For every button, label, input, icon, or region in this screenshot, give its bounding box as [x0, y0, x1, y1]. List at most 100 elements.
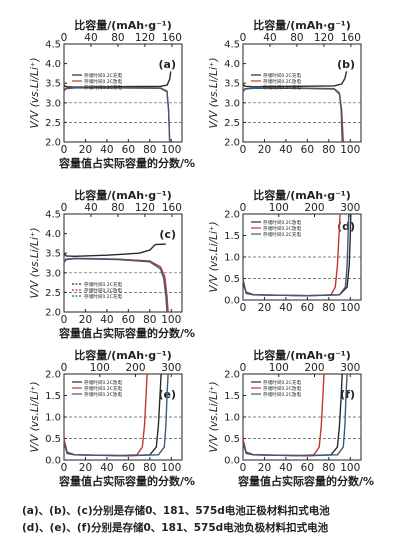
- y-tick-label: 2.5: [45, 118, 61, 129]
- series-line-2: [242, 87, 344, 143]
- y-tick-label: 4.0: [224, 59, 240, 70]
- y-tick-label: 3.5: [45, 79, 61, 90]
- top-tick-label: 0: [61, 32, 68, 44]
- x-tick-label: 80: [143, 144, 156, 156]
- top-axis-title: 比容量/(mAh·g⁻¹): [74, 188, 172, 202]
- top-tick-label: 160: [162, 202, 182, 214]
- x-tick-label: 0: [240, 462, 247, 474]
- x-tick-label: 40: [100, 462, 113, 474]
- panel-label: (c): [159, 228, 176, 241]
- series-line-3: [63, 258, 168, 313]
- top-tick-label: 300: [340, 202, 360, 214]
- series-line-3: [242, 213, 350, 297]
- x-tick-label: 0: [61, 314, 68, 326]
- x-axis-title: 容量值占实际容量的分数/%: [58, 474, 195, 488]
- y-tick-label: 1.5: [45, 391, 61, 402]
- y-axis-title: V/V (vs.Li/Li⁺): [208, 57, 220, 128]
- x-tick-label: 0: [240, 302, 247, 314]
- y-tick-label: 2.5: [224, 118, 240, 129]
- top-tick-label: 300: [161, 362, 181, 374]
- y-tick-label: 1.0: [224, 253, 240, 264]
- x-tick-label: 100: [340, 302, 360, 314]
- top-tick-label: 0: [240, 362, 247, 374]
- y-axis-title: V/V (vs.Li/Li⁺): [208, 221, 220, 292]
- top-axis-title: 比容量/(mAh·g⁻¹): [253, 188, 351, 202]
- top-tick-label: 120: [135, 202, 155, 214]
- x-tick-label: 60: [301, 302, 314, 314]
- top-tick-label: 100: [269, 362, 289, 374]
- top-tick-label: 0: [240, 32, 247, 44]
- x-tick-label: 100: [161, 462, 181, 474]
- top-tick-label: 120: [314, 32, 334, 44]
- x-tick-label: 60: [122, 144, 135, 156]
- panel-label: (f): [340, 388, 355, 401]
- y-tick-label: 4.5: [224, 40, 240, 51]
- legend-label: 存储时间0.2C放电: [84, 287, 122, 294]
- x-tick-label: 80: [322, 462, 335, 474]
- series-line-1: [63, 243, 166, 257]
- y-tick-label: 2.0: [45, 138, 61, 149]
- y-tick-label: 2.0: [45, 370, 61, 381]
- y-tick-label: 1.0: [224, 413, 240, 424]
- series-line-3: [63, 87, 171, 143]
- x-axis-title: 容量值占实际容量的分数/%: [237, 474, 374, 488]
- caption-line-1: (a)、(b)、(c)分别是存储0、181、575d电池正极材料扣式电池: [22, 505, 330, 517]
- y-tick-label: 0.5: [45, 434, 61, 445]
- top-tick-label: 0: [61, 362, 68, 374]
- y-tick-label: 3.5: [45, 249, 61, 260]
- top-tick-label: 200: [304, 202, 324, 214]
- series-line-3: [242, 87, 343, 143]
- y-tick-label: 0.0: [224, 296, 240, 307]
- y-axis-title: V/V (vs.Li/Li⁺): [29, 381, 41, 452]
- top-tick-label: 100: [269, 202, 289, 214]
- y-tick-label: 4.5: [45, 40, 61, 51]
- top-tick-label: 40: [84, 202, 97, 214]
- top-tick-label: 160: [162, 32, 182, 44]
- series-line-1: [242, 71, 348, 88]
- y-tick-label: 3.0: [45, 98, 61, 109]
- x-tick-label: 40: [100, 144, 113, 156]
- legend-label: 存储时间0.2C放电: [84, 78, 122, 85]
- legend-label: 存储时间0.2C放电: [263, 219, 301, 226]
- x-tick-label: 80: [322, 144, 335, 156]
- legend-label: 存储时间0.2C充电: [84, 84, 122, 91]
- y-tick-label: 0.0: [45, 456, 61, 467]
- y-tick-label: 2.0: [224, 138, 240, 149]
- x-tick-label: 100: [340, 462, 360, 474]
- y-tick-label: 2.0: [224, 370, 240, 381]
- legend-label: 存储时间0.2C充电: [263, 84, 301, 91]
- y-tick-label: 0.0: [224, 456, 240, 467]
- x-tick-label: 60: [122, 462, 135, 474]
- top-tick-label: 80: [290, 32, 303, 44]
- y-tick-label: 2.5: [45, 288, 61, 299]
- plot-frame: [242, 43, 362, 143]
- top-tick-label: 300: [340, 362, 360, 374]
- top-axis-title: 比容量/(mAh·g⁻¹): [74, 348, 172, 362]
- x-tick-label: 60: [301, 462, 314, 474]
- series-line-2: [63, 86, 171, 143]
- x-tick-label: 60: [301, 144, 314, 156]
- x-tick-label: 100: [340, 144, 360, 156]
- x-tick-label: 100: [161, 144, 181, 156]
- legend-label: 存储时间0.2C放电: [263, 385, 301, 392]
- x-tick-label: 40: [279, 462, 292, 474]
- top-tick-label: 40: [263, 32, 276, 44]
- legend-label: 存储时间0.2C放电: [263, 391, 301, 398]
- top-tick-label: 0: [61, 202, 68, 214]
- x-tick-label: 0: [61, 462, 68, 474]
- y-tick-label: 4.0: [45, 59, 61, 70]
- top-tick-label: 200: [125, 362, 145, 374]
- top-tick-label: 100: [90, 362, 110, 374]
- top-tick-label: 0: [240, 202, 247, 214]
- legend-label: 存储时间0.2C放电: [84, 379, 122, 386]
- y-tick-label: 4.0: [45, 229, 61, 240]
- top-tick-label: 80: [111, 32, 124, 44]
- x-tick-label: 40: [279, 144, 292, 156]
- x-tick-label: 40: [279, 302, 292, 314]
- top-tick-label: 160: [341, 32, 361, 44]
- x-tick-label: 100: [161, 314, 181, 326]
